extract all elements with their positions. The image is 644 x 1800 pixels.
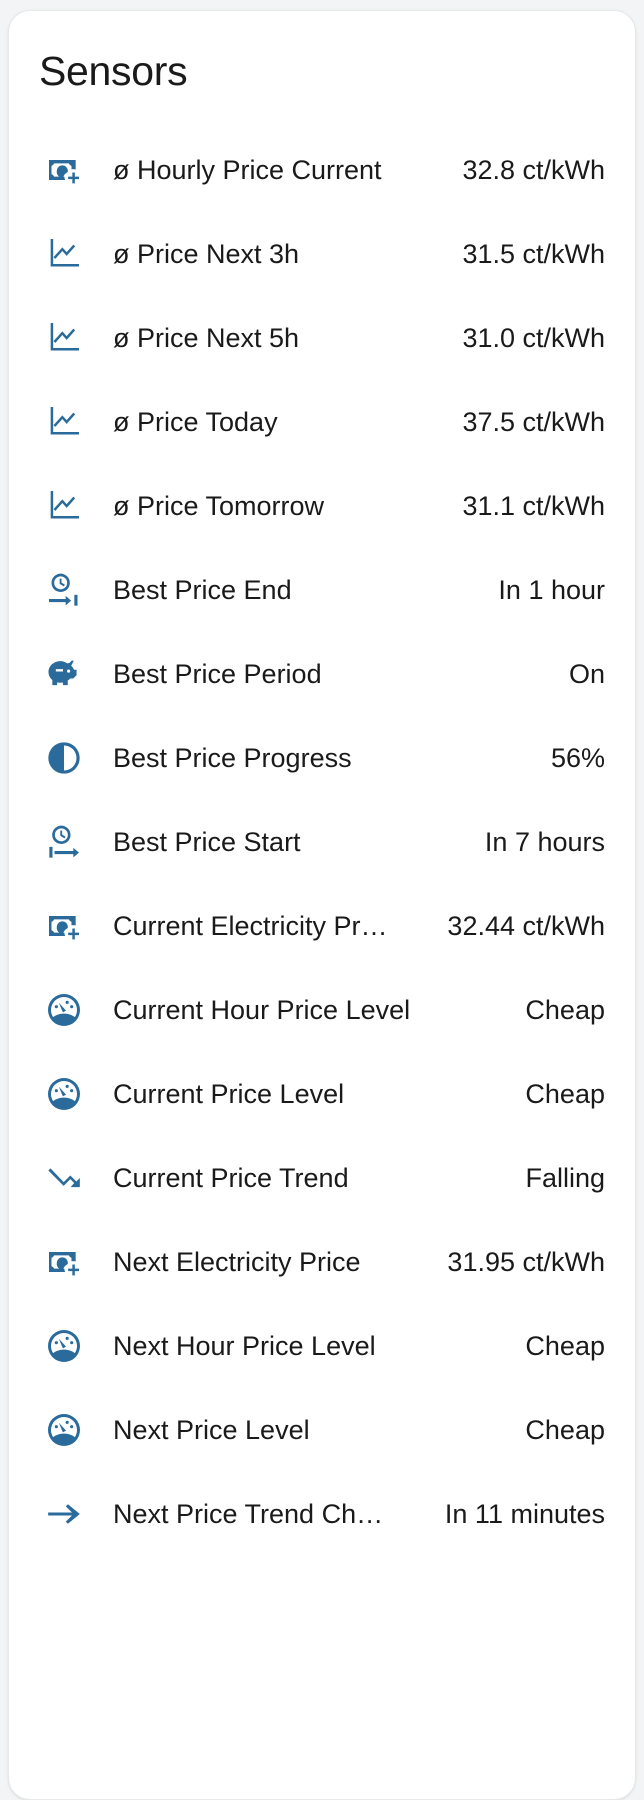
sensor-row[interactable]: ø Price Next 5h 31.0 ct/kWh — [33, 296, 611, 380]
sensor-value: On — [568, 658, 605, 689]
cash-plus-icon — [41, 903, 87, 949]
sensor-value: 31.5 ct/kWh — [462, 238, 605, 269]
sensor-value: Cheap — [525, 1078, 605, 1109]
sensor-name: Next Price Level — [113, 1414, 310, 1445]
clock-start-icon — [41, 819, 87, 865]
sensor-value: 37.5 ct/kWh — [462, 406, 605, 437]
sensor-value: 32.44 ct/kWh — [447, 910, 605, 941]
sensor-name: ø Price Next 3h — [113, 238, 300, 269]
sensor-name: ø Price Next 5h — [113, 322, 300, 353]
circle-half-icon — [41, 735, 87, 781]
sensor-value: Cheap — [525, 1330, 605, 1361]
sensor-name: Current Price Trend — [113, 1162, 349, 1193]
trending-down-icon — [41, 1155, 87, 1201]
sensor-row[interactable]: ø Price Today 37.5 ct/kWh — [33, 380, 611, 464]
sensor-row[interactable]: Current Electricity Pr… 32.44 ct/kWh — [33, 884, 611, 968]
sensor-row[interactable]: Current Hour Price Level Cheap — [33, 968, 611, 1052]
sensor-row[interactable]: Best Price Period On — [33, 632, 611, 716]
sensor-row[interactable]: ø Price Next 3h 31.5 ct/kWh — [33, 212, 611, 296]
partial-icon — [17, 1556, 63, 1596]
sensor-value: Cheap — [525, 1414, 605, 1445]
sensor-value: In 1 hour — [498, 574, 605, 605]
sensor-name: ø Price Tomorrow — [113, 490, 325, 521]
sensor-name: ø Price Today — [113, 406, 278, 437]
sensor-row[interactable]: Best Price End In 1 hour — [33, 548, 611, 632]
sensor-value: 31.0 ct/kWh — [462, 322, 605, 353]
sensor-value: 31.1 ct/kWh — [462, 490, 605, 521]
sensor-value: In 11 minutes — [444, 1498, 605, 1529]
sensor-name: Next Electricity Price — [113, 1246, 361, 1277]
sensor-value: Falling — [525, 1162, 605, 1193]
piggy-bank-icon — [41, 651, 87, 697]
sensor-row[interactable]: ø Price Tomorrow 31.1 ct/kWh — [33, 464, 611, 548]
sensor-row[interactable]: Best Price Progress 56% — [33, 716, 611, 800]
chart-line-icon — [41, 483, 87, 529]
cash-plus-icon — [41, 147, 87, 193]
sensor-value: 31.95 ct/kWh — [447, 1246, 605, 1277]
sensor-row[interactable]: Current Price Level Cheap — [33, 1052, 611, 1136]
sensor-name: ø Hourly Price Current — [113, 154, 382, 185]
sensors-card: Sensors ø Hourly Price Current 32.8 ct/kW… — [8, 10, 636, 1800]
sensor-row[interactable]: Next Price Trend Ch… In 11 minutes — [33, 1472, 611, 1556]
sensor-name: Best Price Period — [113, 658, 322, 689]
sensor-row[interactable]: Next Price Level Cheap — [33, 1388, 611, 1472]
sensor-name: Current Electricity Pr… — [113, 910, 388, 941]
gauge-icon — [41, 1323, 87, 1369]
chart-line-icon — [41, 399, 87, 445]
sensor-row[interactable]: Next Hour Price Level Cheap — [33, 1304, 611, 1388]
sensor-name: Best Price Start — [113, 826, 301, 857]
page-title: Sensors — [39, 48, 188, 94]
sensor-row[interactable]: ø Hourly Price Current 32.8 ct/kWh — [33, 128, 611, 212]
sensor-value: 56% — [550, 742, 605, 773]
sensor-value: Cheap — [525, 994, 605, 1025]
gauge-icon — [41, 1071, 87, 1117]
sensor-name: Next Price Trend Ch… — [113, 1498, 384, 1529]
gauge-icon — [41, 987, 87, 1033]
sensor-row[interactable]: Current Price Trend Falling — [33, 1136, 611, 1220]
arrow-right-icon — [41, 1491, 87, 1537]
sensor-name: Current Hour Price Level — [113, 994, 411, 1025]
sensor-row[interactable]: Best Price Start In 7 hours — [33, 800, 611, 884]
sensor-row[interactable]: Next Electricity Price 31.95 ct/kWh — [33, 1220, 611, 1304]
gauge-icon — [41, 1407, 87, 1453]
sensor-name: Best Price Progress — [113, 742, 352, 773]
clock-end-icon — [41, 567, 87, 613]
sensor-name: Next Hour Price Level — [113, 1330, 376, 1361]
sensor-value: In 7 hours — [484, 826, 605, 857]
cash-plus-icon — [41, 1239, 87, 1285]
sensor-value: 32.8 ct/kWh — [462, 154, 605, 185]
sensor-list: ø Hourly Price Current 32.8 ct/kWh ø Price… — [9, 128, 635, 1556]
sensor-name: Best Price End — [113, 574, 292, 605]
list-item-partial — [9, 1556, 635, 1596]
chart-line-icon — [41, 315, 87, 361]
sensor-name: Current Price Level — [113, 1078, 345, 1109]
chart-line-icon — [41, 231, 87, 277]
